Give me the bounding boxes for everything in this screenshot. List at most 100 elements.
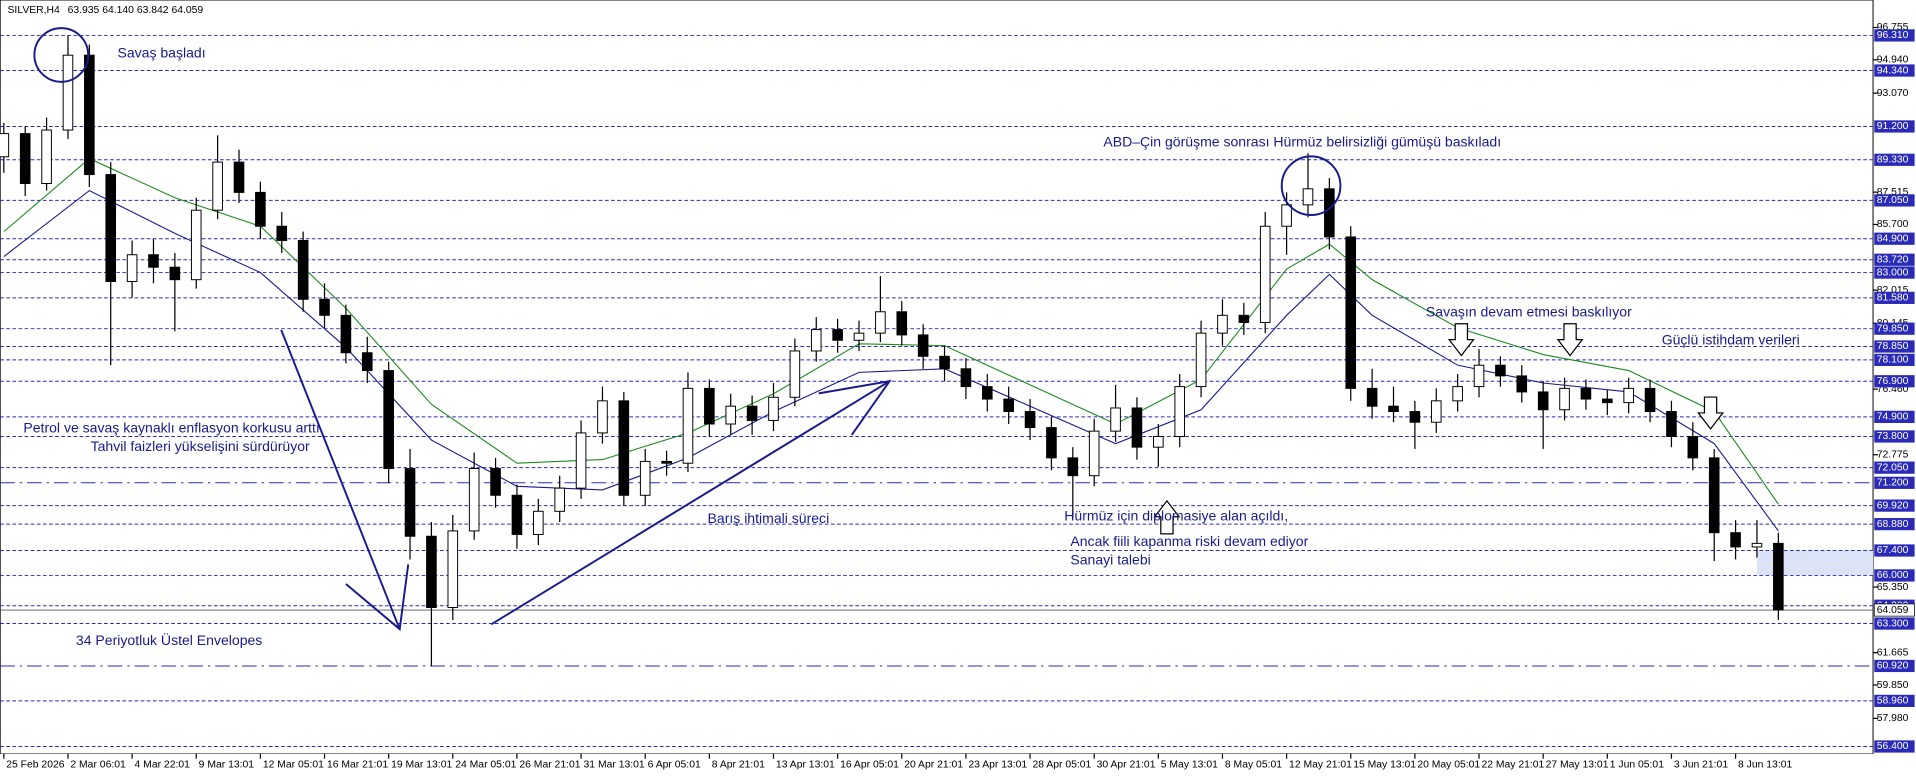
candle-body [404,468,416,537]
x-tick-label: 25 Feb 2026 [6,760,64,771]
level-label: 71.200 [1877,478,1909,489]
candle-body [319,298,330,316]
candle-body [148,254,159,268]
level-label: 94.340 [1877,65,1909,76]
level-label: 66.000 [1877,570,1909,581]
candle-body [1516,375,1528,393]
candle-body [832,329,843,341]
y-tick-label: 82.015 [1877,285,1909,296]
level-label-box [1874,375,1915,388]
level-label-box [1874,740,1915,753]
candle-body [84,54,95,176]
candle-body [853,332,865,341]
candle-body [276,225,288,241]
candle-body [704,387,715,425]
candle-body [511,494,523,535]
annotation: Sanayi talebi [1070,551,1150,567]
x-tick-label: 22 May 21:01 [1481,760,1544,771]
x-tick-label: 12 May 21:01 [1289,760,1352,771]
down-arrow [1447,323,1475,357]
candle-body [768,396,779,421]
candle-body [554,487,565,512]
candle-body [233,161,245,193]
y-tick-label: 61.665 [1877,647,1909,658]
level-label: 89.330 [1877,155,1909,166]
level-label-box [1874,518,1915,531]
candle-body [1259,225,1271,323]
candle-body [746,405,758,421]
level-label: 56.400 [1877,741,1909,752]
level-label: 83.720 [1877,254,1909,265]
candle-body [1238,314,1250,323]
candle-body [1430,400,1442,423]
candle-body [340,314,352,354]
candle-body [212,161,223,211]
level-label-box [1874,617,1915,630]
level-label-box [1874,64,1915,77]
level-label: 68.880 [1877,519,1909,530]
level-label-box [1874,499,1915,512]
annotation: Savaş başladı [117,44,205,60]
level-label-box [1874,153,1915,166]
y-tick-label: 65.350 [1877,582,1909,593]
candle-body [1088,430,1100,477]
candle-body [1366,387,1378,407]
y-tick-label: 57.980 [1877,713,1909,724]
level-label: 84.900 [1877,233,1909,244]
x-tick-label: 6 Apr 05:01 [648,760,701,771]
level-label: 81.580 [1877,293,1909,304]
y-tick-label: 59.850 [1877,680,1909,691]
level-label-box [1874,461,1915,474]
last-price-label: 64.059 [1877,605,1909,616]
candle-body [1217,314,1228,334]
x-tick-label: 20 Apr 21:01 [904,760,963,771]
candle-body [1773,542,1784,611]
candle-body [1559,387,1570,411]
quote: 63.935 [68,5,100,16]
x-tick-label: 31 Mar 13:01 [584,760,645,771]
level-label-box [1874,410,1915,423]
level-label: 63.300 [1877,618,1909,629]
level-label-box [1874,544,1915,557]
candle-body [1751,542,1763,548]
candle-body [1345,236,1357,389]
candle-body [1153,435,1164,448]
x-tick-label: 8 May 05:01 [1225,760,1282,771]
x-tick-label: 8 Apr 21:01 [712,760,765,771]
annotation: Savaşın devam etmesi baskılıyor [1426,303,1632,319]
x-tick-label: 8 Jun 13:01 [1738,760,1792,771]
x-tick-label: 16 Apr 05:01 [840,760,899,771]
level-label-box [1874,253,1915,266]
candle-body [255,191,266,227]
x-tick-label: 26 Mar 21:01 [519,760,580,771]
candle-body [426,535,437,609]
candle-body [896,311,908,336]
x-tick-label: 1 Jun 05:01 [1610,760,1664,771]
candle-body [810,329,822,352]
y-tick-label: 93.070 [1877,88,1909,99]
candle-body [1324,188,1335,238]
x-tick-label: 5 May 13:01 [1161,760,1218,771]
drawings [33,27,1725,632]
level-label: 91.200 [1877,121,1909,132]
last-price-box [1873,603,1915,617]
candle-body [1708,457,1720,534]
symbol: SILVER,H4 [8,5,61,16]
level-label-box [1874,194,1915,207]
level-label: 74.900 [1877,412,1909,423]
x-tick-label: 19 Mar 13:01 [391,760,452,771]
candle-body [105,174,117,282]
level-label: 87.050 [1877,195,1909,206]
candle-body [1537,391,1549,411]
level-label: 67.400 [1877,545,1909,556]
x-tick-label: 2 Mar 06:01 [70,760,126,771]
candle-body [1473,364,1485,388]
y-tick-label: 94.940 [1877,55,1909,66]
level-label-box [1874,322,1915,335]
level-label-box [1874,291,1915,304]
y-tick-label: 76.460 [1877,384,1909,395]
y-tick-label: 85.700 [1877,219,1909,230]
x-tick-label: 20 May 05:01 [1417,760,1480,771]
candle-body [62,54,74,131]
